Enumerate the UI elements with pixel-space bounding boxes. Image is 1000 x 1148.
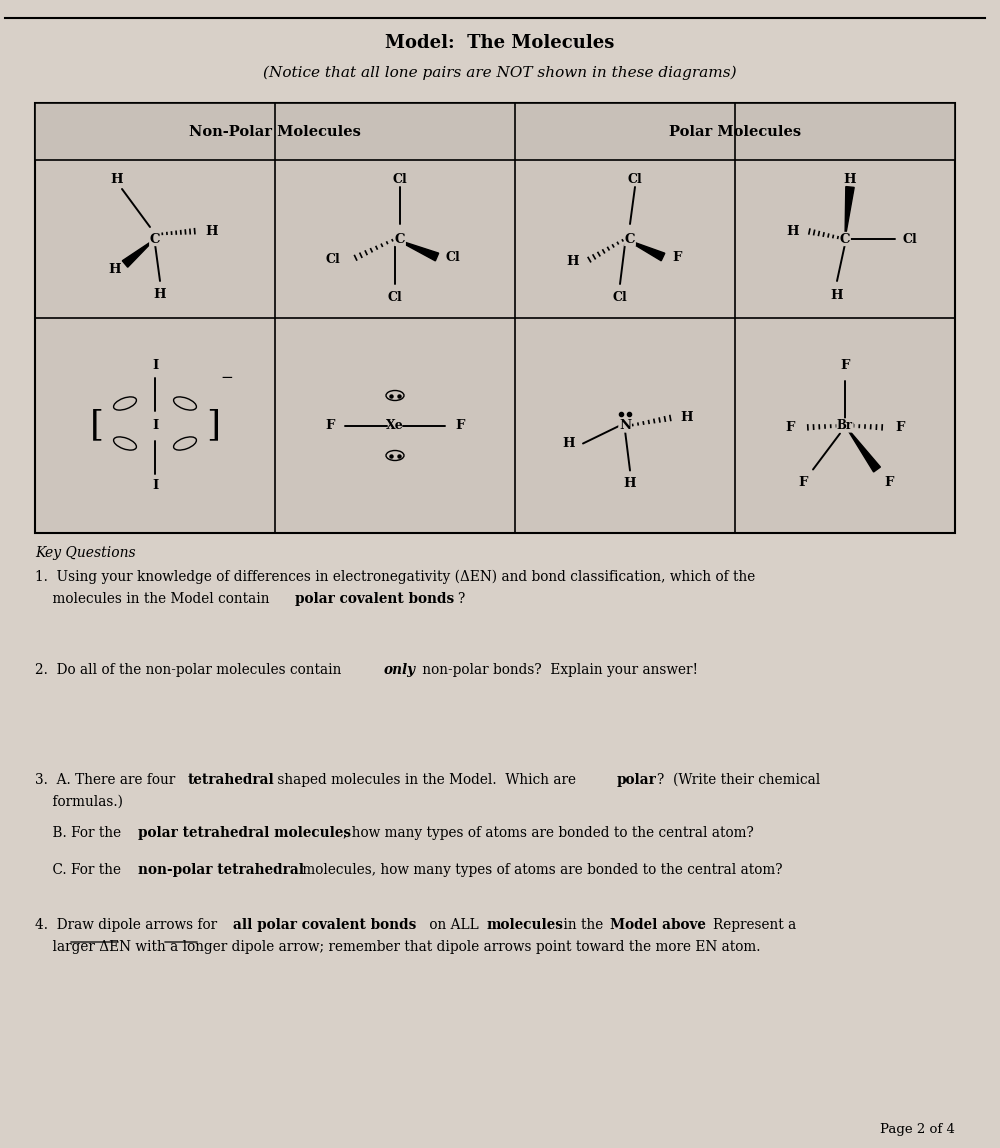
Text: I: I <box>152 419 158 432</box>
Text: [: [ <box>90 409 104 442</box>
Text: , how many types of atoms are bonded to the central atom?: , how many types of atoms are bonded to … <box>343 827 754 840</box>
Text: only: only <box>384 664 416 677</box>
FancyBboxPatch shape <box>515 103 735 160</box>
Text: C: C <box>625 233 635 246</box>
Text: Polar Molecules: Polar Molecules <box>669 124 801 139</box>
Text: H: H <box>624 478 636 490</box>
Text: (Notice that all lone pairs are NOT shown in these diagrams): (Notice that all lone pairs are NOT show… <box>263 65 737 80</box>
Text: H: H <box>206 225 218 238</box>
Text: shaped molecules in the Model.  Which are: shaped molecules in the Model. Which are <box>273 773 580 788</box>
Text: molecules in the Model contain: molecules in the Model contain <box>35 592 274 606</box>
Text: C: C <box>840 233 850 246</box>
Text: F: F <box>798 476 808 489</box>
Text: C. For the: C. For the <box>35 863 125 877</box>
Text: H: H <box>844 172 856 186</box>
Text: F: F <box>785 421 795 434</box>
Text: F: F <box>895 421 905 434</box>
Text: polar: polar <box>617 773 657 788</box>
Text: polar tetrahedral molecules: polar tetrahedral molecules <box>138 827 351 840</box>
Text: C: C <box>150 233 160 246</box>
Text: all polar covalent bonds: all polar covalent bonds <box>233 918 416 932</box>
Polygon shape <box>845 426 880 472</box>
Text: molecules: molecules <box>486 918 563 932</box>
Text: on ALL: on ALL <box>425 918 483 932</box>
Text: F: F <box>672 250 682 264</box>
Text: Br: Br <box>837 419 853 432</box>
Text: Model above: Model above <box>610 918 706 932</box>
Polygon shape <box>845 187 854 239</box>
Text: in the: in the <box>559 918 608 932</box>
Text: 1.  Using your knowledge of differences in electronegativity (ΔEN) and bond clas: 1. Using your knowledge of differences i… <box>35 571 755 584</box>
Polygon shape <box>395 239 439 261</box>
Polygon shape <box>625 239 665 261</box>
Polygon shape <box>122 239 155 267</box>
Text: Cl: Cl <box>613 290 627 303</box>
Text: C: C <box>395 233 405 246</box>
Text: non-polar bonds?  Explain your answer!: non-polar bonds? Explain your answer! <box>418 664 698 677</box>
Text: ]: ] <box>206 409 220 442</box>
Text: Non-Polar Molecules: Non-Polar Molecules <box>189 124 361 139</box>
Text: H: H <box>563 437 575 450</box>
Text: H: H <box>154 287 166 301</box>
Text: non-polar tetrahedral: non-polar tetrahedral <box>138 863 304 877</box>
Text: H: H <box>109 263 121 276</box>
Text: Cl: Cl <box>903 233 917 246</box>
Text: Cl: Cl <box>388 290 402 303</box>
Text: B. For the: B. For the <box>35 827 126 840</box>
FancyBboxPatch shape <box>275 103 515 160</box>
Text: I: I <box>152 479 158 492</box>
Text: Cl: Cl <box>393 172 407 186</box>
Text: 4.  Draw dipole arrows for: 4. Draw dipole arrows for <box>35 918 222 932</box>
Text: Model:  The Molecules: Model: The Molecules <box>385 34 615 52</box>
Text: Cl: Cl <box>326 253 340 265</box>
Text: F: F <box>840 359 850 372</box>
Text: Cl: Cl <box>628 172 642 186</box>
FancyBboxPatch shape <box>35 103 955 533</box>
FancyBboxPatch shape <box>735 103 955 160</box>
Text: Key Questions: Key Questions <box>35 546 136 560</box>
Text: H: H <box>681 411 693 424</box>
Text: 3.  A. There are four: 3. A. There are four <box>35 773 180 788</box>
Text: tetrahedral: tetrahedral <box>188 773 275 788</box>
Text: F: F <box>455 419 465 432</box>
Text: H: H <box>111 172 123 186</box>
Text: molecules, how many types of atoms are bonded to the central atom?: molecules, how many types of atoms are b… <box>298 863 782 877</box>
Text: ?: ? <box>457 592 464 606</box>
Text: .  Represent a: . Represent a <box>700 918 796 932</box>
Text: H: H <box>831 288 843 302</box>
Text: H: H <box>787 225 799 238</box>
Text: larger ΔEN with a longer dipole arrow; remember that dipole arrows point toward : larger ΔEN with a longer dipole arrow; r… <box>35 940 761 954</box>
Text: polar covalent bonds: polar covalent bonds <box>295 592 454 606</box>
Text: F: F <box>884 476 894 489</box>
Text: Cl: Cl <box>446 250 460 264</box>
Text: N: N <box>619 419 631 432</box>
Text: H: H <box>567 255 579 267</box>
Text: I: I <box>152 359 158 372</box>
Text: −: − <box>221 371 233 385</box>
Text: F: F <box>325 419 335 432</box>
FancyBboxPatch shape <box>35 103 275 160</box>
Text: 2.  Do all of the non-polar molecules contain: 2. Do all of the non-polar molecules con… <box>35 664 346 677</box>
Text: ?  (Write their chemical: ? (Write their chemical <box>657 773 820 788</box>
Text: Page 2 of 4: Page 2 of 4 <box>880 1123 955 1137</box>
Text: formulas.): formulas.) <box>35 796 123 809</box>
Text: Xe: Xe <box>386 419 404 432</box>
